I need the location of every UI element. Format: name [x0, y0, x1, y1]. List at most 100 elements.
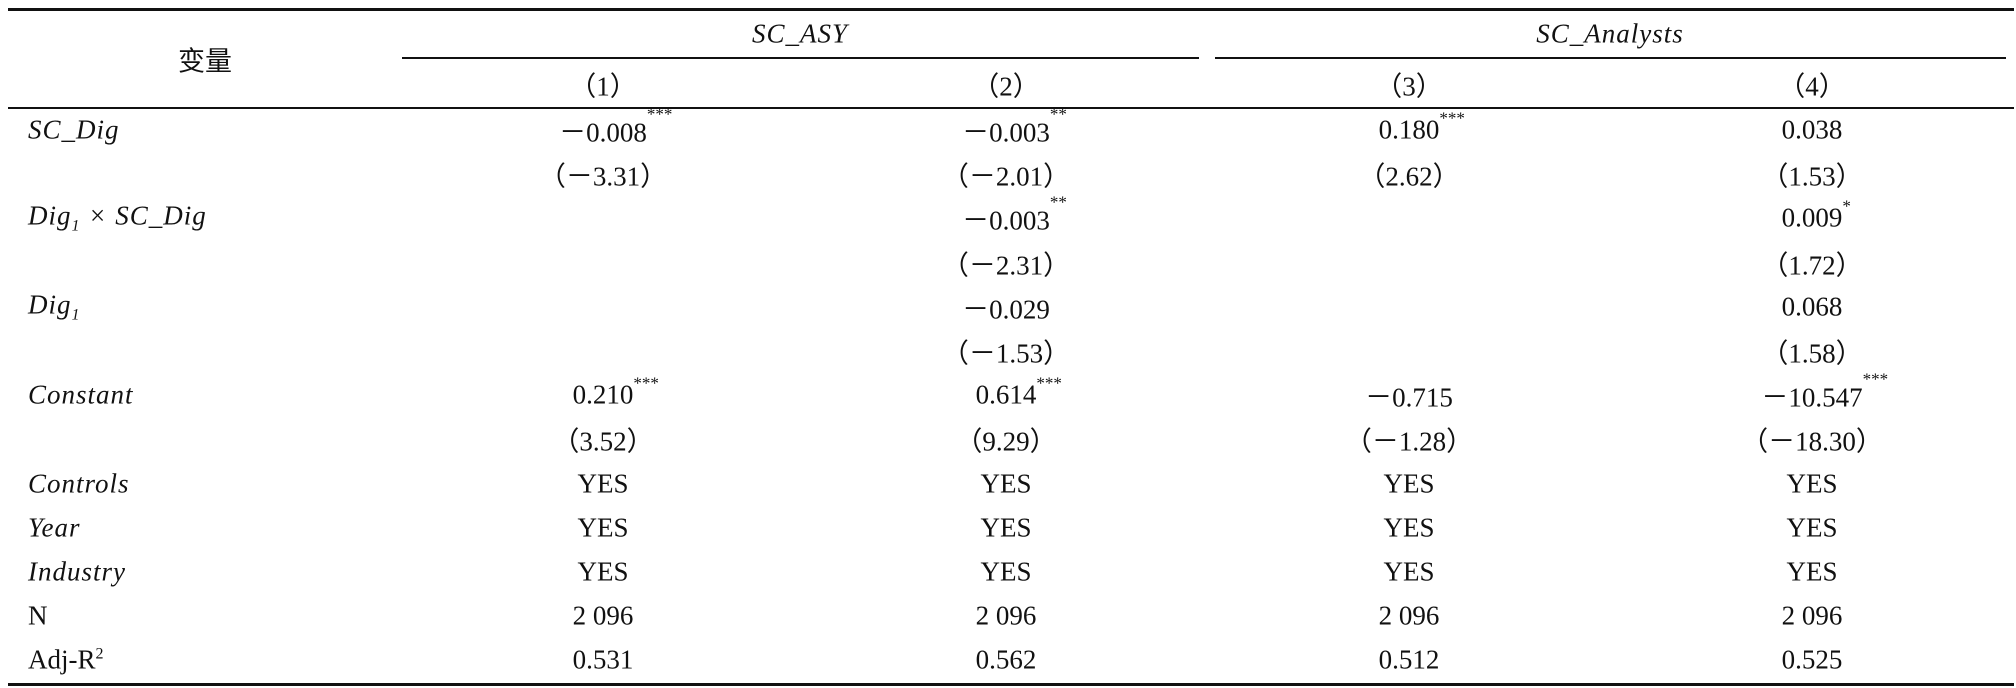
- cell-value: －0.008: [559, 117, 647, 148]
- group-header: SC_ASY: [751, 18, 849, 49]
- cell-value: －0.715: [1365, 382, 1453, 413]
- cell-value: 0.562: [975, 644, 1037, 675]
- label-text: Year: [28, 512, 81, 543]
- cell-value: YES: [980, 512, 1032, 543]
- cell-value: 0.512: [1378, 644, 1440, 675]
- cell: －0.715: [1365, 376, 1453, 415]
- label-text: Industry: [28, 556, 126, 587]
- cell-value: YES: [1786, 556, 1838, 587]
- cell-value: YES: [1383, 468, 1435, 499]
- cell-value: （2.62）: [1358, 161, 1460, 192]
- group-header: SC_Analysts: [1536, 18, 1684, 49]
- cell-value: －0.003: [962, 117, 1050, 148]
- cell: 2 096: [1782, 601, 1843, 632]
- cell-value: 0.068: [1781, 291, 1843, 322]
- cell: －0.003 **: [962, 193, 1067, 238]
- cell-value: （－1.53）: [941, 338, 1071, 369]
- cell: （1.53）: [1761, 155, 1862, 194]
- cell: －0.008 ***: [559, 105, 672, 150]
- cell-value: 2 096: [1781, 600, 1843, 631]
- significance-stars: ***: [1036, 373, 1062, 393]
- cell: （3.52）: [552, 420, 653, 459]
- label-text: × SC_Dig: [80, 200, 207, 231]
- row-label: Dig1 × SC_Dig: [28, 201, 207, 236]
- cell: －10.547 ***: [1761, 370, 1888, 415]
- cell: （－2.01）: [942, 155, 1070, 194]
- column-header: （3）: [1375, 71, 1443, 102]
- cell: 0.068: [1782, 291, 1843, 322]
- cell: （－3.31）: [539, 155, 667, 194]
- cell: YES: [577, 468, 628, 499]
- cell-value: YES: [1383, 556, 1435, 587]
- significance-stars: **: [1049, 192, 1067, 212]
- significance-stars: *: [1842, 196, 1851, 216]
- label-text: Constant: [28, 379, 134, 410]
- cell-value: YES: [577, 556, 629, 587]
- cell: YES: [577, 512, 628, 543]
- significance-stars: **: [1049, 104, 1067, 124]
- cell: －0.003 **: [962, 105, 1067, 150]
- cell: 0.180 ***: [1378, 109, 1465, 146]
- header-rule: [8, 107, 2014, 109]
- cell: （－1.28）: [1345, 420, 1473, 459]
- cell-value: 0.038: [1781, 114, 1843, 145]
- significance-stars: ***: [1862, 369, 1889, 389]
- cell-value: YES: [577, 512, 629, 543]
- label-subscript: 1: [71, 306, 81, 324]
- label-text: Dig: [28, 289, 72, 320]
- cell: YES: [1786, 557, 1837, 588]
- cell-value: YES: [577, 468, 629, 499]
- cell: YES: [1383, 557, 1434, 588]
- cell: 0.614 ***: [975, 374, 1062, 411]
- column-header: （2）: [972, 71, 1040, 102]
- cell: （9.29）: [955, 420, 1056, 459]
- cell: 2 096: [1379, 601, 1440, 632]
- label-text: Controls: [28, 468, 130, 499]
- cell-value: （3.52）: [552, 426, 654, 457]
- cell: 2 096: [976, 601, 1037, 632]
- cell-value: （－2.01）: [941, 161, 1071, 192]
- significance-stars: ***: [633, 373, 659, 393]
- significance-stars: ***: [1439, 108, 1465, 128]
- row-label: Year: [28, 512, 81, 543]
- cell-value: 0.531: [572, 644, 634, 675]
- cell-value: 2 096: [975, 600, 1037, 631]
- significance-stars: ***: [646, 104, 673, 124]
- row-label: Constant: [28, 380, 134, 411]
- cell: 2 096: [573, 601, 634, 632]
- row-label: Dig1: [28, 289, 81, 324]
- label-superscript: 2: [95, 645, 104, 663]
- cell-value: （9.29）: [955, 426, 1057, 457]
- cell-value: －0.029: [962, 294, 1050, 325]
- row-label: N: [28, 601, 48, 632]
- cell-value: （1.53）: [1761, 161, 1863, 192]
- cell-value: －0.003: [962, 205, 1050, 236]
- cell: 0.210 ***: [572, 374, 659, 411]
- cell-value: （－18.30）: [1741, 426, 1883, 457]
- label-text: Dig: [28, 200, 72, 231]
- cell: YES: [980, 468, 1031, 499]
- cell-value: 0.009: [1781, 202, 1843, 233]
- cell: YES: [1383, 468, 1434, 499]
- cell: －0.029: [962, 287, 1050, 326]
- label-subscript: 1: [71, 218, 81, 236]
- cell: YES: [577, 557, 628, 588]
- cell: （－1.53）: [942, 332, 1070, 371]
- label-text: N: [28, 600, 48, 631]
- cell-value: YES: [1786, 468, 1838, 499]
- row-label: Adj-R2: [28, 645, 104, 676]
- cell: （2.62）: [1358, 155, 1459, 194]
- row-label: Industry: [28, 557, 126, 588]
- cell-value: 0.210: [572, 379, 634, 410]
- cell-value: 0.525: [1781, 644, 1843, 675]
- group-rule: [402, 57, 1199, 59]
- cell: （1.58）: [1761, 332, 1862, 371]
- cell-value: （1.58）: [1761, 338, 1863, 369]
- cell: YES: [1786, 468, 1837, 499]
- cell-value: 0.614: [975, 379, 1037, 410]
- cell-value: （－1.28）: [1344, 426, 1474, 457]
- top-rule: [8, 8, 2014, 11]
- cell: YES: [1383, 512, 1434, 543]
- cell-value: 0.180: [1378, 114, 1440, 145]
